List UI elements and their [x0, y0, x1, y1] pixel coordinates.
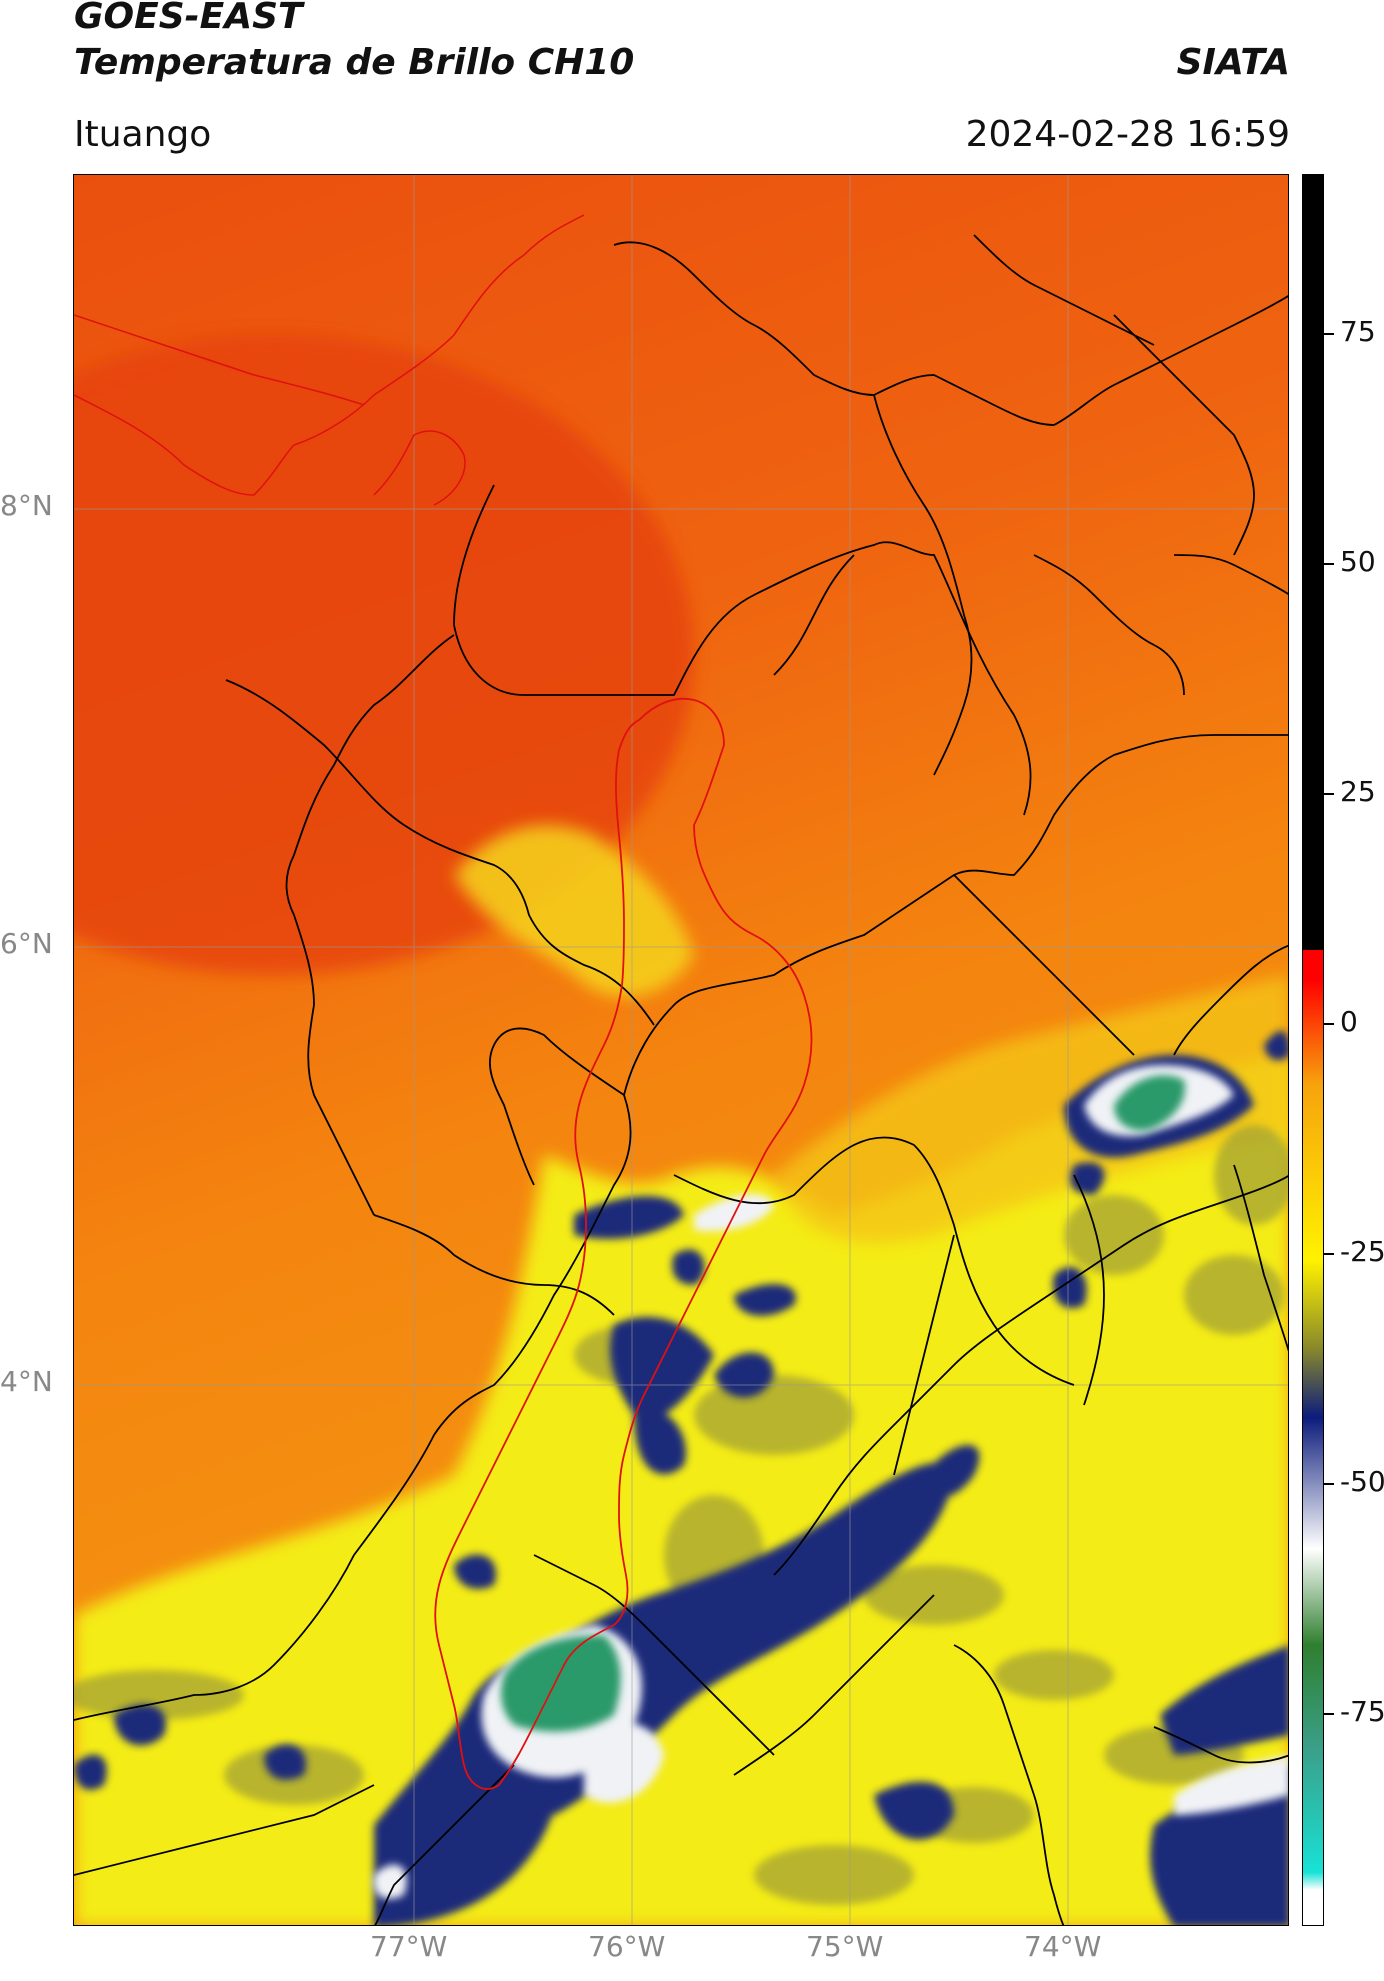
- yellow-east-band: [774, 975, 1288, 1243]
- map-canvas: [74, 175, 1288, 1925]
- graticule: [74, 175, 1288, 1925]
- location-label: Ituango: [74, 114, 212, 155]
- colorbar-tick: [1324, 563, 1334, 565]
- lat-label-6n: 6°N: [0, 927, 53, 960]
- colorbar-label-50: 50: [1340, 545, 1376, 578]
- colorbar-label-0: 0: [1340, 1005, 1358, 1038]
- warm-core: [74, 335, 694, 975]
- lat-label-8n: 8°N: [0, 489, 53, 522]
- basin-boundary: [434, 697, 813, 1790]
- colorbar-label-minus50: -50: [1340, 1465, 1384, 1498]
- lat-label-4n: 4°N: [0, 1365, 53, 1398]
- satellite-map[interactable]: [73, 174, 1289, 1926]
- lon-label-77w: 77°W: [370, 1930, 448, 1963]
- colorbar-tick: [1324, 333, 1334, 335]
- department-boundaries: [74, 234, 1288, 1925]
- lon-label-74w: 74°W: [1024, 1930, 1102, 1963]
- lon-label-75w: 75°W: [806, 1930, 884, 1963]
- timestamp-label: 2024-02-28 16:59: [965, 114, 1290, 155]
- colorbar-tick: [1324, 1023, 1334, 1025]
- organization-label: SIATA: [1176, 42, 1290, 83]
- colorbar-tick: [1324, 1253, 1334, 1255]
- colorbar-tick: [1324, 1483, 1334, 1485]
- colorbar-tick: [1324, 793, 1334, 795]
- yellow-cloud-field: [74, 1055, 1288, 1925]
- colorbar: [1302, 174, 1324, 1926]
- colorbar-label-25: 25: [1340, 775, 1376, 808]
- colorbar-tick: [1324, 1713, 1334, 1715]
- satellite-title: GOES-EAST: [74, 0, 303, 37]
- lon-label-76w: 76°W: [588, 1930, 666, 1963]
- yellow-band-north: [454, 825, 694, 997]
- product-title: Temperatura de Brillo CH10: [74, 42, 635, 83]
- colorbar-label-75: 75: [1340, 315, 1376, 348]
- colorbar-label-minus75: -75: [1340, 1695, 1384, 1728]
- coastline: [74, 214, 585, 506]
- coldest-cores: [501, 1075, 1185, 1732]
- colorbar-label-minus25: -25: [1340, 1235, 1384, 1268]
